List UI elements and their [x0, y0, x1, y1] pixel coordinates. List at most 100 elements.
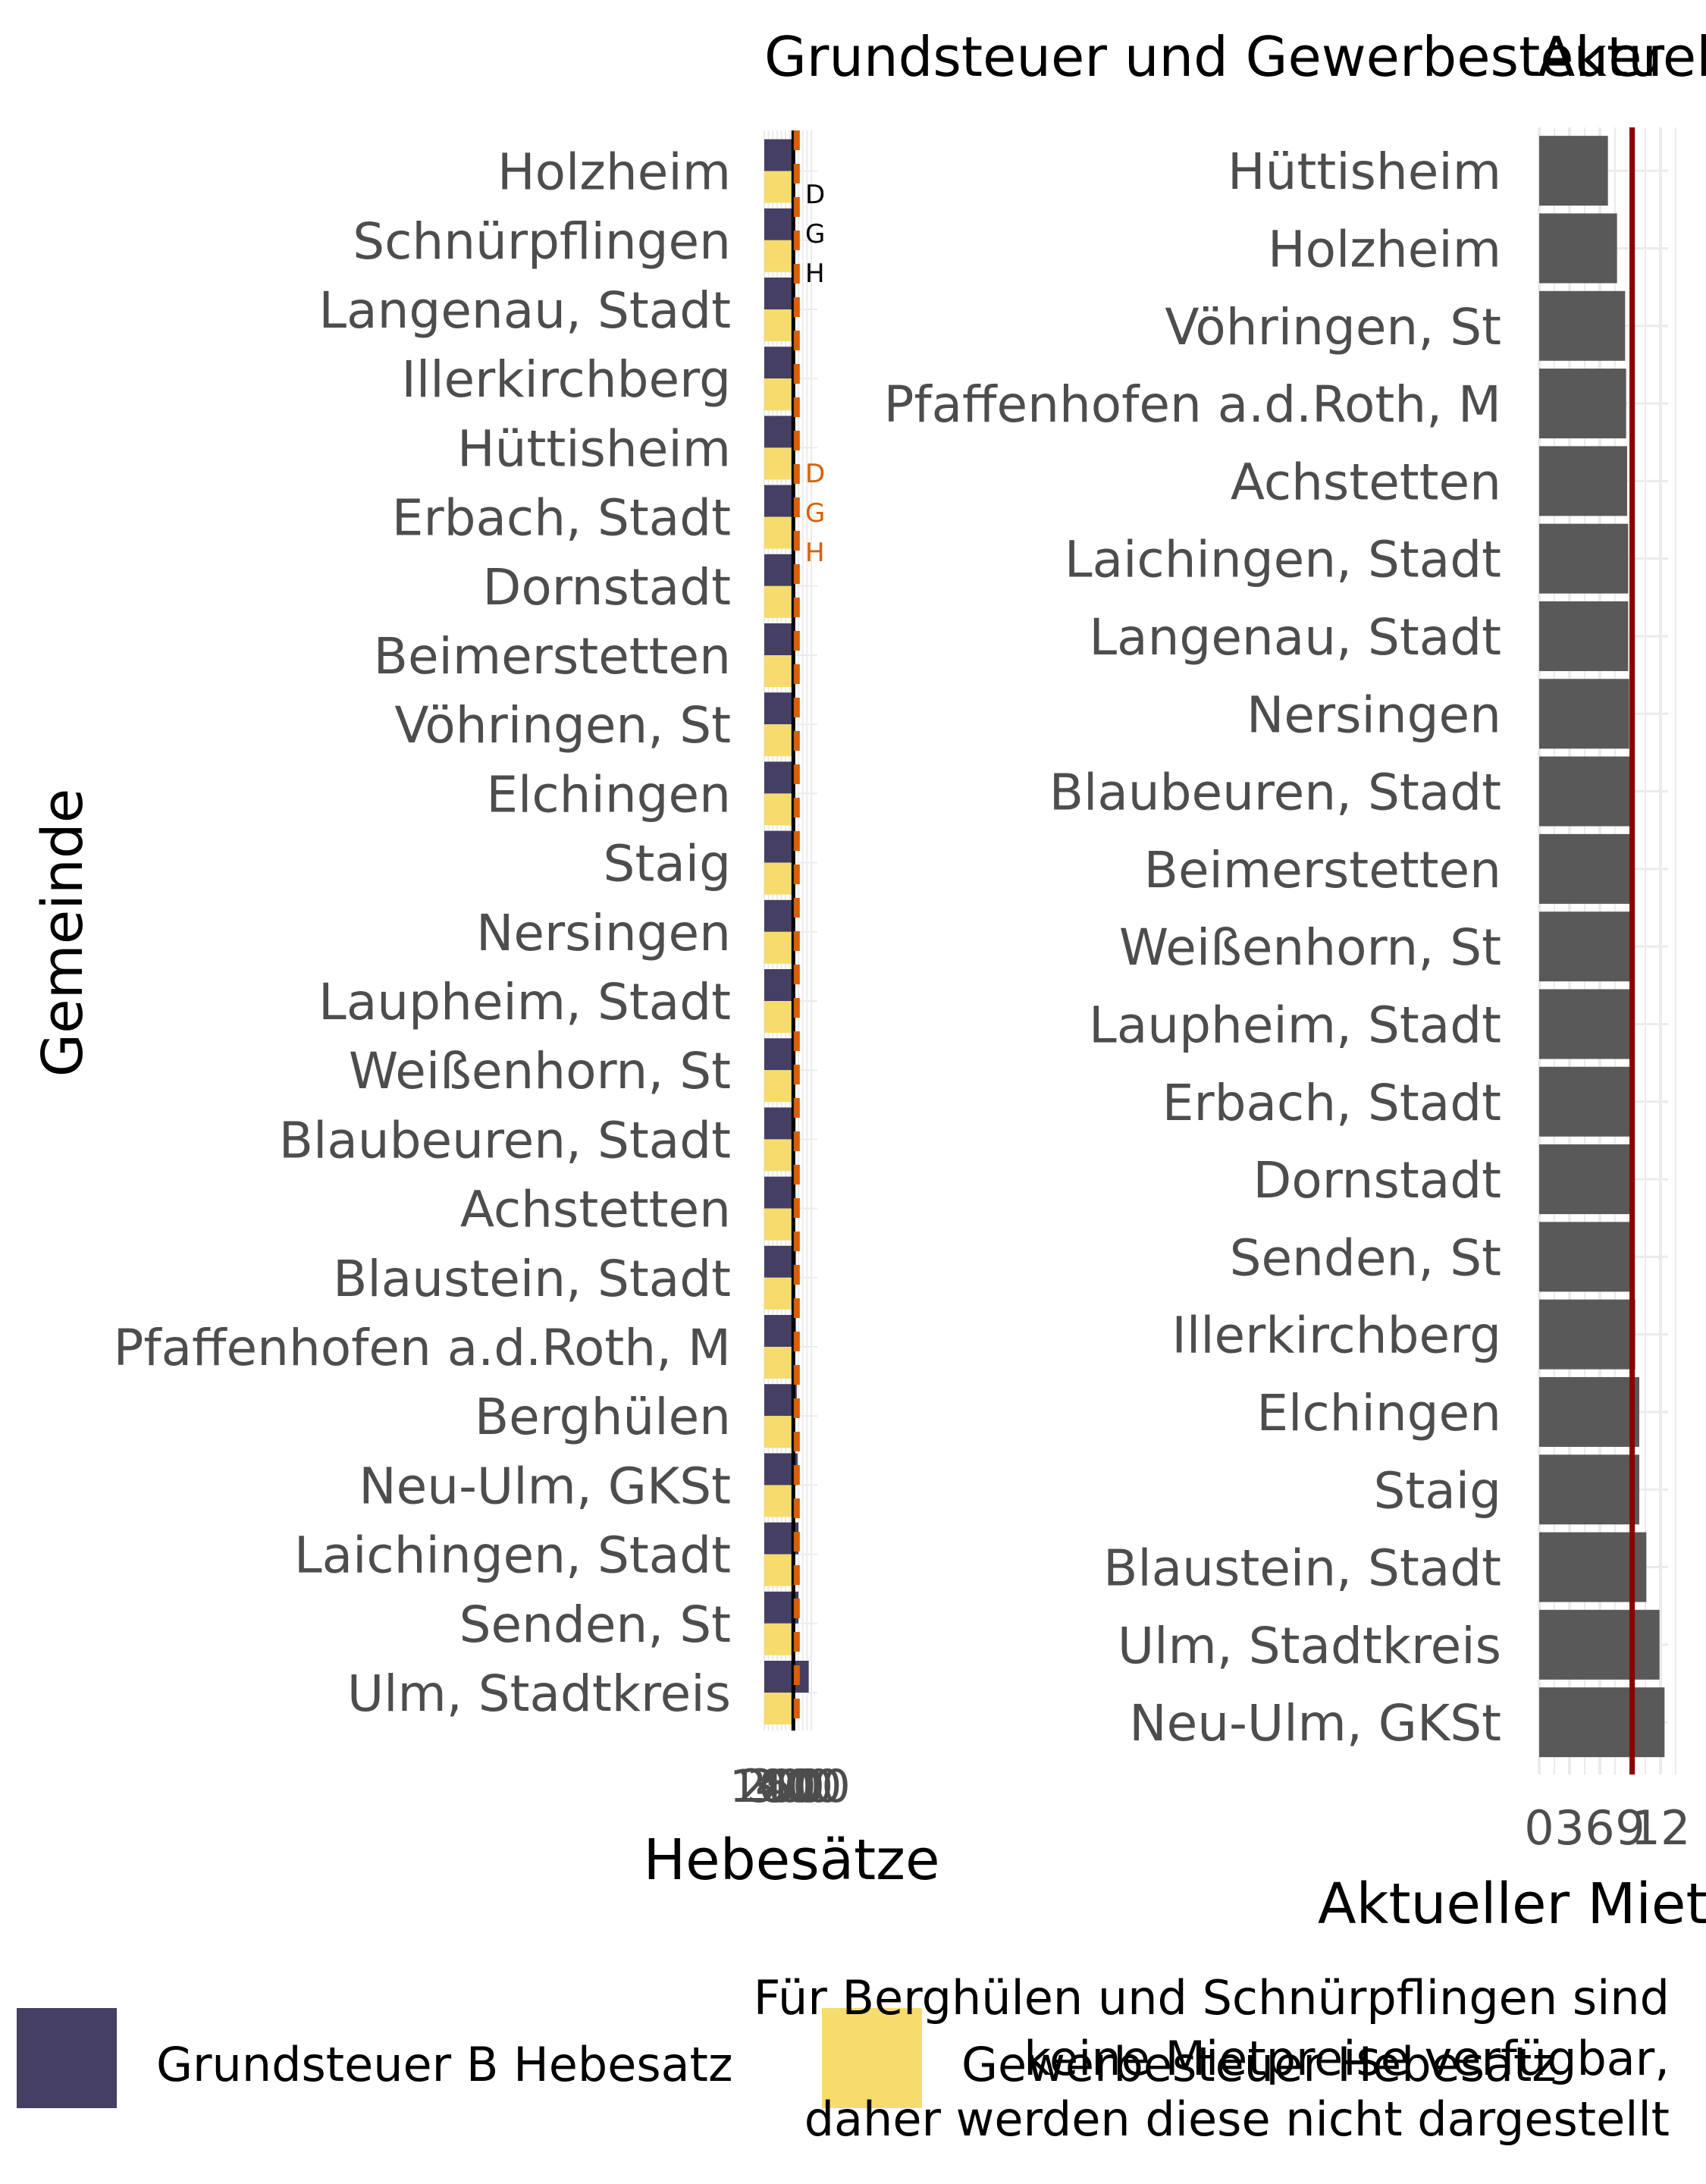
y-tick-label-dornstadt: Dornstadt [483, 558, 732, 617]
bar-mietpreis-hüttisheim [1539, 136, 1608, 206]
left-x-tick-label: 500 [764, 1760, 851, 1813]
y-tick-label-laichingen-stadt: Laichingen, Stadt [294, 1527, 731, 1585]
y-tick-label-illerkirchberg: Illerkirchberg [401, 350, 731, 409]
annotation-label: D [805, 180, 825, 210]
y-tick-label-elchingen: Elchingen [486, 765, 731, 824]
right-bars [1539, 136, 1665, 1758]
y-tick-label-berghülen: Berghülen [475, 1388, 731, 1446]
y-tick-label-achstetten: Achstetten [460, 1181, 731, 1239]
right-x-tick-label: 3 [1554, 1800, 1584, 1856]
y-tick-label-schnürpflingen: Schnürpflingen [353, 212, 731, 271]
bar-mietpreis-holzheim [1539, 213, 1617, 284]
bar-mietpreis-ulm-stadtkreis [1539, 1609, 1660, 1680]
bar-mietpreis-nersingen [1539, 679, 1629, 749]
bar-gewerbesteuer-blaustein-stadt [764, 1277, 794, 1310]
left-chart-title: Grundsteuer und Gewerbesteuer [764, 25, 1665, 89]
footnote-line-1: Für Berghülen und Schnürpflingen sind [754, 1970, 1670, 2026]
bar-gewerbesteuer-achstetten [764, 1208, 794, 1241]
bar-gewerbesteuer-staig [764, 862, 794, 895]
legend-label-gewerbesteuer: Gewerbesteuer Hebesatz [961, 2037, 1557, 2092]
y-tick-label-erbach-stadt: Erbach, Stadt [392, 489, 731, 548]
bar-mietpreis-laichingen-stadt [1539, 523, 1629, 594]
bar-gewerbesteuer-elchingen [764, 793, 794, 826]
bar-gewerbesteuer-illerkirchberg [764, 378, 794, 411]
bar-gewerbesteuer-berghülen [764, 1416, 794, 1448]
footnote-line-2: keine Mietpreise verfügbar, [1024, 2031, 1670, 2086]
legend-swatch-grundsteuer [17, 2008, 117, 2108]
bar-mietpreis-staig [1539, 1454, 1639, 1525]
bar-gewerbesteuer-nersingen [764, 931, 794, 964]
bar-gewerbesteuer-hüttisheim [764, 447, 794, 480]
bar-mietpreis-blaustein-stadt [1539, 1532, 1647, 1602]
annotation-label: D [805, 459, 825, 489]
y-tick-label-weißenhorn-st: Weißenhorn, St [1119, 918, 1501, 977]
bar-grundsteuer-dornstadt [764, 554, 795, 586]
bar-gewerbesteuer-pfaffenhofen-a-d-roth-m [764, 1347, 794, 1379]
y-tick-label-laupheim-stadt: Laupheim, Stadt [1089, 996, 1501, 1054]
y-tick-label-laupheim-stadt: Laupheim, Stadt [318, 973, 731, 1031]
y-tick-label-staig: Staig [604, 835, 731, 893]
y-tick-label-elchingen: Elchingen [1256, 1384, 1501, 1442]
bar-gewerbesteuer-blaubeuren-stadt [764, 1139, 794, 1172]
bar-grundsteuer-beimerstetten [764, 623, 795, 655]
bar-gewerbesteuer-holzheim [764, 171, 794, 203]
y-tick-label-holzheim: Holzheim [1268, 220, 1501, 278]
bar-grundsteuer-langenau-stadt [764, 278, 794, 309]
annotation-label: H [805, 259, 825, 289]
bar-mietpreis-beimerstetten [1539, 833, 1633, 904]
y-tick-label-blaustein-stadt: Blaustein, Stadt [333, 1250, 731, 1308]
bar-gewerbesteuer-laichingen-stadt [764, 1554, 794, 1586]
bar-mietpreis-erbach-stadt [1539, 1066, 1635, 1137]
bar-mietpreis-illerkirchberg [1539, 1299, 1635, 1370]
bar-mietpreis-dornstadt [1539, 1144, 1635, 1215]
bar-mietpreis-laupheim-stadt [1539, 989, 1635, 1059]
left-x-tick-label: 200 [738, 1760, 825, 1813]
y-tick-label-beimerstetten: Beimerstetten [374, 627, 731, 686]
y-tick-label-pfaffenhofen-a-d-roth-m: Pfaffenhofen a.d.Roth, M [884, 375, 1501, 434]
right-y-tick-labels: Hüttisheim Holzheim Vöhringen, St Pfaffenho… [884, 143, 1501, 1753]
bar-mietpreis-langenau-stadt [1539, 601, 1629, 671]
y-tick-label-senden-st: Senden, St [1230, 1228, 1501, 1287]
right-x-axis-title: Aktueller Mietpreis [1318, 1872, 1706, 1937]
y-tick-label-ulm-stadtkreis: Ulm, Stadtkreis [347, 1665, 731, 1723]
y-tick-label-blaubeuren-stadt: Blaubeuren, Stadt [1049, 764, 1501, 822]
left-x-tick-label: 300 [747, 1760, 834, 1813]
bar-gewerbesteuer-erbach-stadt [764, 516, 794, 549]
y-tick-label-hüttisheim: Hüttisheim [457, 419, 731, 478]
y-tick-label-blaustein-stadt: Blaustein, Stadt [1103, 1539, 1501, 1598]
y-tick-label-senden-st: Senden, St [459, 1596, 731, 1654]
bar-grundsteuer-pfaffenhofen-a-d-roth-m [764, 1315, 796, 1347]
bar-gewerbesteuer-schnürpflingen [764, 240, 794, 272]
bar-mietpreis-pfaffenhofen-a-d-roth-m [1539, 369, 1626, 439]
bar-grundsteuer-berghülen [764, 1384, 797, 1417]
left-reference-lines [791, 130, 800, 1731]
bar-mietpreis-vöhringen-st [1539, 290, 1626, 361]
bar-grundsteuer-nersingen [764, 899, 795, 932]
left-bars [764, 139, 809, 1724]
left-x-tick-label: 100 [729, 1760, 817, 1813]
y-tick-label-dornstadt: Dornstadt [1253, 1151, 1502, 1210]
bar-grundsteuer-blaustein-stadt [764, 1245, 796, 1278]
y-tick-label-pfaffenhofen-a-d-roth-m: Pfaffenhofen a.d.Roth, M [114, 1319, 731, 1377]
bar-grundsteuer-schnürpflingen [764, 208, 794, 240]
y-tick-label-beimerstetten: Beimerstetten [1144, 841, 1501, 899]
annotation-label: H [805, 538, 825, 568]
y-tick-label-achstetten: Achstetten [1231, 453, 1501, 511]
y-tick-label-laichingen-stadt: Laichingen, Stadt [1065, 531, 1501, 589]
bar-gewerbesteuer-senden-st [764, 1623, 794, 1655]
bar-grundsteuer-laupheim-stadt [764, 969, 795, 1001]
footnote: Für Berghülen und Schnürpflingen sind ke… [754, 1970, 1670, 2147]
bar-gewerbesteuer-vöhringen-st [764, 724, 794, 757]
bar-gewerbesteuer-weißenhorn-st [764, 1070, 794, 1103]
left-y-axis-title: Gemeinde [30, 789, 96, 1077]
right-x-tick-label: 9 [1615, 1800, 1645, 1856]
bar-grundsteuer-staig [764, 830, 795, 863]
bar-mietpreis-achstetten [1539, 446, 1627, 516]
bar-grundsteuer-ulm-stadtkreis [764, 1661, 809, 1693]
mietpreis-panel: Hüttisheim Holzheim Vöhringen, St Pfaffenho… [884, 25, 1706, 1937]
bar-grundsteuer-elchingen [764, 761, 795, 794]
right-chart-title: Aktueller Mietpreis [1538, 25, 1706, 89]
y-tick-label-langenau-stadt: Langenau, Stadt [1089, 608, 1501, 667]
